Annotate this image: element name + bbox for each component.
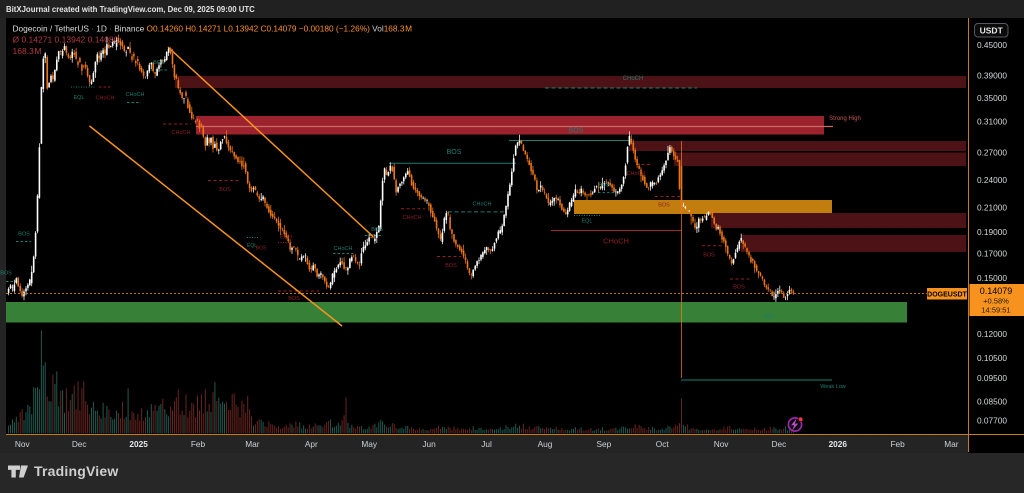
svg-text:0.08500: 0.08500 bbox=[977, 397, 1007, 407]
svg-text:BOS: BOS bbox=[371, 227, 383, 233]
svg-text:DOGEUSDT: DOGEUSDT bbox=[927, 292, 967, 299]
svg-text:EQL: EQL bbox=[763, 314, 774, 320]
svg-text:May: May bbox=[361, 439, 378, 449]
svg-text:BOS: BOS bbox=[18, 232, 30, 238]
svg-text:0.14079: 0.14079 bbox=[980, 286, 1013, 296]
svg-text:BOS: BOS bbox=[445, 263, 457, 269]
svg-text:Nov: Nov bbox=[15, 439, 31, 449]
svg-text:Feb: Feb bbox=[890, 439, 905, 449]
svg-text:BOS: BOS bbox=[153, 60, 165, 66]
svg-text:Aug: Aug bbox=[538, 439, 553, 449]
svg-text:CHoCH: CHoCH bbox=[126, 92, 145, 98]
svg-text:0.31000: 0.31000 bbox=[977, 117, 1007, 127]
svg-text:BOS: BOS bbox=[256, 246, 267, 252]
svg-text:Dec: Dec bbox=[72, 439, 87, 449]
svg-text:2026: 2026 bbox=[829, 439, 848, 449]
svg-text:0.39000: 0.39000 bbox=[977, 71, 1007, 81]
svg-text:0.15000: 0.15000 bbox=[977, 273, 1007, 283]
svg-text:CHoCH: CHoCH bbox=[473, 202, 492, 208]
svg-text:14:59:51: 14:59:51 bbox=[981, 306, 1010, 315]
svg-text:0.12000: 0.12000 bbox=[977, 329, 1007, 339]
svg-text:BOS: BOS bbox=[219, 187, 231, 193]
svg-text:0.10500: 0.10500 bbox=[977, 353, 1007, 363]
svg-text:USDT: USDT bbox=[980, 26, 1004, 36]
svg-text:Apr: Apr bbox=[305, 439, 318, 449]
svg-text:EQL: EQL bbox=[73, 95, 84, 101]
svg-text:2025: 2025 bbox=[129, 439, 148, 449]
svg-text:EQH: EQH bbox=[280, 235, 292, 241]
svg-text:0.45000: 0.45000 bbox=[977, 40, 1007, 50]
svg-text:CHoCH: CHoCH bbox=[603, 237, 629, 246]
svg-text:Dogecoin / TetherUS · 1D · Bin: Dogecoin / TetherUS · 1D · Binance O0.14… bbox=[13, 23, 413, 33]
svg-text:0.27000: 0.27000 bbox=[977, 147, 1007, 157]
svg-text:CHoCH: CHoCH bbox=[334, 246, 353, 252]
svg-text:0.19000: 0.19000 bbox=[977, 227, 1007, 237]
svg-text:BOS: BOS bbox=[599, 183, 610, 189]
svg-text:CHoCH: CHoCH bbox=[172, 130, 191, 136]
svg-text:BOS: BOS bbox=[0, 271, 12, 277]
svg-text:Mar: Mar bbox=[245, 439, 260, 449]
svg-text:Dec: Dec bbox=[772, 439, 787, 449]
svg-text:Ø 0.14271 0.13942 0.14080: Ø 0.14271 0.13942 0.14080 bbox=[13, 35, 119, 45]
svg-text:0.07700: 0.07700 bbox=[977, 416, 1007, 426]
svg-text:Weak Low: Weak Low bbox=[820, 384, 846, 390]
svg-text:CHoCH: CHoCH bbox=[627, 171, 646, 177]
svg-text:Feb: Feb bbox=[191, 439, 206, 449]
svg-text:BOS: BOS bbox=[447, 149, 462, 156]
svg-text:168.3 M: 168.3 M bbox=[13, 46, 42, 56]
svg-text:0.24000: 0.24000 bbox=[977, 175, 1007, 185]
svg-text:BOS: BOS bbox=[703, 253, 715, 259]
svg-text:BOS: BOS bbox=[569, 128, 584, 135]
svg-text:Mar: Mar bbox=[944, 439, 959, 449]
svg-text:BOS: BOS bbox=[288, 296, 300, 302]
svg-text:CHoCH: CHoCH bbox=[96, 96, 115, 102]
svg-text:Oct: Oct bbox=[656, 439, 670, 449]
svg-text:Nov: Nov bbox=[714, 439, 730, 449]
svg-text:0.17000: 0.17000 bbox=[977, 249, 1007, 259]
svg-text:+0.58%: +0.58% bbox=[983, 297, 1009, 306]
svg-text:Strong High: Strong High bbox=[829, 116, 861, 122]
svg-text:EQL: EQL bbox=[247, 243, 257, 249]
svg-text:CHoCH: CHoCH bbox=[623, 76, 644, 82]
svg-text:BOS: BOS bbox=[658, 203, 670, 209]
svg-text:CHoCH: CHoCH bbox=[403, 215, 422, 221]
svg-text:Jun: Jun bbox=[422, 439, 436, 449]
svg-text:0.21000: 0.21000 bbox=[977, 203, 1007, 213]
svg-text:0.09500: 0.09500 bbox=[977, 373, 1007, 383]
svg-text:BOS: BOS bbox=[733, 285, 745, 291]
svg-text:Sep: Sep bbox=[597, 439, 612, 449]
svg-text:Jul: Jul bbox=[481, 439, 492, 449]
svg-text:EQL: EQL bbox=[581, 219, 592, 225]
svg-text:0.35000: 0.35000 bbox=[977, 93, 1007, 103]
